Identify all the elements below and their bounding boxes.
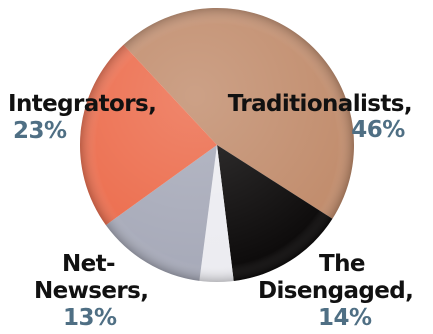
traditionalists-percent: 46% <box>351 117 405 143</box>
net-newsers-label-line2: Newsers, <box>34 278 148 304</box>
disengaged-label-line2: Disengaged, <box>258 278 413 304</box>
traditionalists-label: Traditionalists, <box>228 91 412 117</box>
disengaged-percent: 14% <box>318 305 372 331</box>
integrators-percent: 23% <box>13 118 67 144</box>
pie-slices <box>79 7 355 283</box>
net-newsers-percent: 13% <box>63 305 117 331</box>
disengaged-label-line1: The <box>319 251 365 277</box>
net-newsers-label-line1: Net- <box>62 251 115 277</box>
integrators-label: Integrators, <box>8 91 156 117</box>
